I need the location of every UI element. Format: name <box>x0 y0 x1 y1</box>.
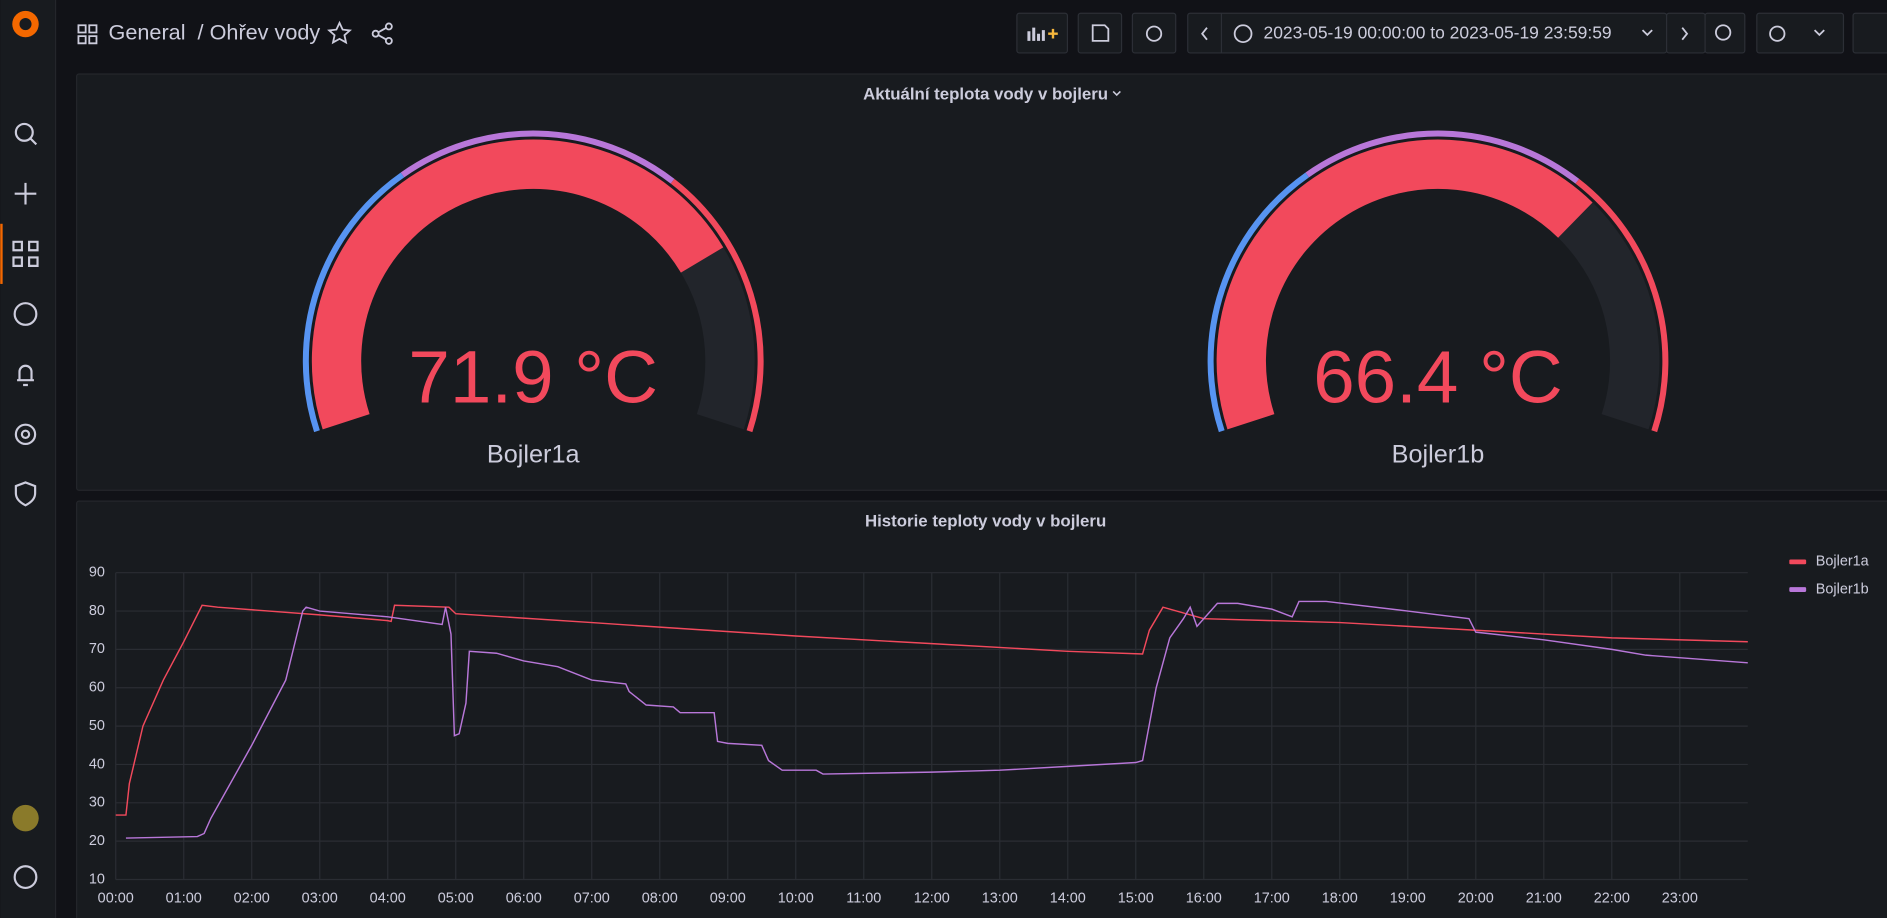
timeseries-title[interactable]: Historie teploty vody v bojleru <box>865 512 1106 531</box>
gauge-name: Bojler1b <box>1392 441 1485 469</box>
help-icon[interactable] <box>13 865 38 890</box>
timeseries-panel <box>76 500 1887 918</box>
time-forward <box>1681 27 1689 41</box>
gauge-name: Bojler1a <box>487 441 581 469</box>
threshold-arc <box>400 130 675 184</box>
dashboard-icon <box>77 24 98 45</box>
gauge-panel-title[interactable]: Aktuální teplota vody v bojleru <box>863 85 1108 104</box>
refresh-icon <box>1769 25 1786 42</box>
x-tick-label: 23:00 <box>1662 891 1698 907</box>
clock-icon <box>1233 24 1253 44</box>
series-line <box>125 600 1748 839</box>
y-tick-label: 30 <box>89 795 105 811</box>
x-tick-label: 12:00 <box>914 891 950 907</box>
x-tick-label: 06:00 <box>506 891 542 907</box>
zoom-icon <box>1715 24 1732 41</box>
threshold-arc <box>302 172 405 433</box>
avatar[interactable] <box>12 804 39 832</box>
gauge-value: 71.9 °C <box>408 334 658 418</box>
explore-icon[interactable] <box>13 302 38 326</box>
x-tick-label: 14:00 <box>1050 891 1086 907</box>
time-back[interactable] <box>1201 27 1208 41</box>
gauge-fill <box>311 139 724 430</box>
gauge-value: 66.4 °C <box>1313 334 1563 418</box>
add-panel-plus <box>1048 28 1058 39</box>
x-tick-label: 04:00 <box>370 891 406 907</box>
x-tick-label: 08:00 <box>642 891 678 907</box>
x-tick-label: 00:00 <box>98 891 134 907</box>
y-tick-label: 70 <box>89 641 105 657</box>
x-tick-label: 11:00 <box>846 891 881 907</box>
plot: 10 20 30 40 50 60 70 80 90 00:00 01:00 02:00 03:00 04… <box>89 554 1870 907</box>
active-indicator <box>0 223 3 284</box>
gauges: 71.9 °C Bojler1a 66.4 °C Bojler1b <box>302 130 1669 469</box>
series-line <box>115 604 1748 816</box>
x-tick-label: 10:00 <box>778 891 814 907</box>
x-tick-label: 21:00 <box>1526 891 1562 907</box>
y-tick-label: 90 <box>89 565 105 581</box>
x-tick-label: 02:00 <box>234 891 270 907</box>
create-icon[interactable] <box>14 182 37 205</box>
legend-swatch <box>1789 587 1807 592</box>
refresh-dropdown <box>1813 29 1825 37</box>
dashboards-icon[interactable] <box>12 240 39 267</box>
x-tick-label: 07:00 <box>574 891 610 907</box>
panel-menu[interactable] <box>1112 90 1121 97</box>
x-tick-label: 19:00 <box>1390 891 1426 907</box>
threshold-arc <box>1575 178 1669 433</box>
threshold-arc <box>1207 172 1309 433</box>
breadcrumb-root[interactable]: General <box>109 19 186 44</box>
legend-label: Bojler1a <box>1816 554 1870 570</box>
logo-center <box>19 18 32 31</box>
save-icon <box>1091 24 1110 42</box>
toolbar: 2023-05-19 00:00:00 to 2023-05-19 23:59:… <box>1016 12 1887 54</box>
x-tick-label: 20:00 <box>1458 891 1494 907</box>
star-button[interactable] <box>327 20 352 45</box>
x-tick-label: 16:00 <box>1186 891 1222 907</box>
x-tick-label: 05:00 <box>438 891 474 907</box>
breadcrumb-page[interactable]: / Ohřev vody <box>198 19 321 44</box>
save-button[interactable] <box>1077 12 1123 54</box>
legend-swatch <box>1789 559 1807 565</box>
threshold-arc <box>670 178 764 433</box>
x-tick-label: 09:00 <box>710 891 746 907</box>
share-button[interactable] <box>371 22 393 45</box>
zoom-out-button[interactable] <box>1704 12 1746 54</box>
gauge-fill <box>1216 139 1593 430</box>
add-panel-icon <box>1027 27 1045 41</box>
y-tick-label: 60 <box>89 680 105 696</box>
x-tick-label: 18:00 <box>1322 891 1358 907</box>
y-tick-label: 20 <box>89 833 105 849</box>
x-tick-label: 22:00 <box>1594 891 1630 907</box>
x-tick-label: 17:00 <box>1254 891 1290 907</box>
settings-icon <box>1145 25 1163 42</box>
y-tick-label: 80 <box>89 603 105 619</box>
sidebar <box>0 0 56 918</box>
time-range[interactable]: 2023-05-19 00:00:00 to 2023-05-19 23:59:… <box>1264 22 1612 42</box>
alerting-icon[interactable] <box>17 364 34 387</box>
x-tick-label: 13:00 <box>982 891 1018 907</box>
shield-icon[interactable] <box>14 481 37 507</box>
x-tick-label: 01:00 <box>166 891 202 907</box>
threshold-arc <box>1305 130 1580 184</box>
tv-button[interactable] <box>1852 12 1887 54</box>
settings-button[interactable] <box>1131 12 1177 54</box>
y-tick-label: 50 <box>89 718 105 734</box>
y-tick-label: 10 <box>89 871 105 887</box>
settings-icon[interactable] <box>14 423 37 446</box>
time-dropdown[interactable] <box>1641 29 1653 37</box>
legend-label: Bojler1b <box>1816 581 1869 597</box>
search-icon[interactable] <box>14 122 34 142</box>
x-tick-label: 15:00 <box>1118 891 1154 907</box>
sidebar-icons <box>12 122 39 890</box>
x-tick-label: 03:00 <box>302 891 338 907</box>
refresh-button[interactable] <box>1756 12 1845 54</box>
y-tick-label: 40 <box>89 756 105 772</box>
